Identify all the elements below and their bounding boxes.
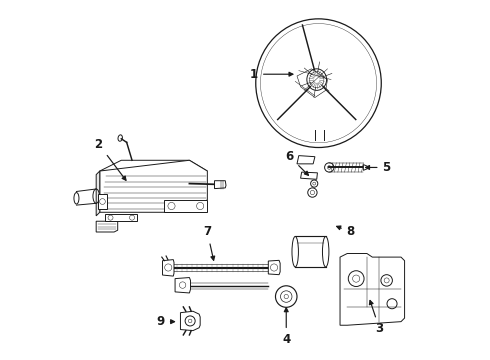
Polygon shape: [96, 221, 118, 232]
Polygon shape: [300, 172, 318, 179]
Polygon shape: [180, 311, 200, 330]
Polygon shape: [98, 194, 107, 209]
Text: 5: 5: [366, 161, 391, 174]
Polygon shape: [100, 160, 207, 171]
Text: 8: 8: [337, 225, 355, 238]
Ellipse shape: [292, 237, 298, 267]
Polygon shape: [364, 165, 368, 170]
Polygon shape: [297, 156, 315, 164]
Polygon shape: [164, 200, 207, 212]
Polygon shape: [175, 278, 191, 293]
Polygon shape: [100, 160, 207, 212]
Polygon shape: [215, 181, 226, 189]
Text: 2: 2: [95, 138, 126, 180]
Text: 4: 4: [282, 308, 291, 346]
Text: 9: 9: [157, 315, 174, 328]
Polygon shape: [96, 171, 100, 216]
Polygon shape: [269, 260, 280, 275]
Text: 6: 6: [286, 150, 308, 175]
Polygon shape: [105, 214, 137, 221]
Text: 7: 7: [203, 225, 215, 260]
Polygon shape: [163, 260, 174, 276]
Text: 3: 3: [369, 301, 384, 335]
Polygon shape: [340, 253, 405, 325]
Text: 1: 1: [250, 68, 293, 81]
